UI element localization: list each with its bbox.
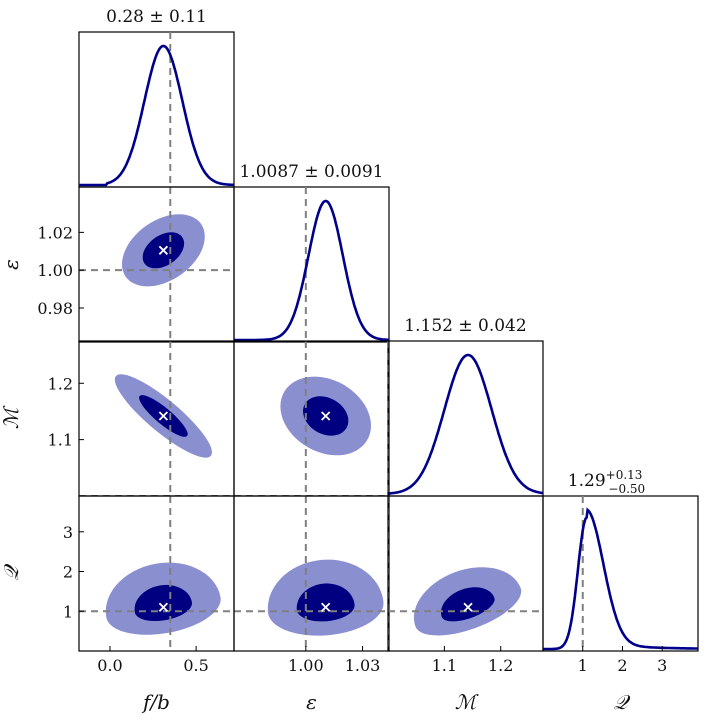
- panel-frame: [387, 340, 544, 497]
- y-tick-label: 1.1: [48, 431, 73, 450]
- y-tick-label: 1.02: [37, 223, 73, 242]
- x-tick-label: 3: [657, 656, 667, 675]
- marginal-panel-3: [387, 340, 544, 497]
- density-curve: [388, 353, 544, 495]
- joint-panel-4-1: [78, 495, 235, 652]
- panel-title-2: 1.0087 ± 0.0091: [239, 162, 383, 182]
- panel-frame: [78, 186, 235, 343]
- y-tick-label: 1.2: [48, 374, 73, 393]
- marginal-panel-2: [233, 186, 390, 343]
- y-axis-label-3: ℳ: [0, 405, 23, 429]
- title-sub: −0.50: [608, 482, 645, 496]
- panel-title-4: 1.29+0.13 −0.50: [568, 468, 645, 496]
- y-tick-label: 1: [63, 602, 73, 621]
- joint-panel-4-3: [387, 495, 544, 652]
- panel-title-3: 1.152 ± 0.042: [404, 316, 526, 336]
- x-tick-label: 1.2: [488, 656, 513, 675]
- panel-title-1: 0.28 ± 0.11: [106, 7, 207, 27]
- x-tick-label: 0.5: [183, 656, 208, 675]
- density-curve: [543, 507, 698, 651]
- joint-panel-contents: [388, 496, 543, 651]
- marginal-panel-1: [78, 31, 235, 188]
- mean-marker: [321, 411, 331, 421]
- joint-panel-contents: [79, 496, 234, 651]
- y-tick-label: 2: [63, 563, 73, 582]
- y-tick-label: 1.00: [37, 261, 73, 280]
- joint-panel-2-1: [78, 186, 235, 343]
- x-tick-label: 1.1: [432, 656, 457, 675]
- x-tick-label: 1.00: [288, 656, 324, 675]
- y-tick-label: 0.98: [37, 299, 73, 318]
- title-main: 1.29: [568, 471, 606, 491]
- x-axis-label-1: f/b: [141, 690, 170, 714]
- joint-panel-3-2: [233, 340, 390, 497]
- mean-marker: [158, 411, 169, 421]
- x-axis-label-2: ε: [306, 690, 317, 714]
- marginal-panel-4: [542, 495, 699, 652]
- joint-panel-contents: [234, 496, 389, 651]
- x-tick-label: 1.03: [345, 656, 381, 675]
- density-curve: [234, 199, 389, 342]
- mean-marker: [463, 602, 473, 612]
- y-tick-label: 3: [63, 523, 73, 542]
- joint-panel-contents: [234, 341, 389, 496]
- x-axis-label-4: 𝒬: [613, 690, 631, 714]
- mean-marker: [158, 602, 169, 612]
- x-tick-label: 1: [578, 656, 588, 675]
- contour-1sigma: [441, 587, 495, 622]
- joint-panel-3-1: [78, 340, 235, 497]
- x-tick-label: 2: [617, 656, 627, 675]
- y-axis-label-4: 𝒬: [0, 563, 23, 581]
- joint-panel-4-2: [233, 495, 390, 652]
- y-axis-label-2: ε: [0, 259, 23, 270]
- title-sup: +0.13: [606, 468, 643, 482]
- density-curve: [79, 44, 235, 187]
- x-tick-label: 0.0: [97, 656, 122, 675]
- joint-panel-contents: [79, 187, 234, 342]
- panel-frame: [387, 495, 544, 652]
- mean-marker: [321, 602, 331, 612]
- mean-marker: [158, 245, 169, 255]
- x-axis-label-3: ℳ: [455, 690, 479, 714]
- joint-panel-contents: [79, 341, 234, 496]
- panel-frame: [233, 186, 390, 343]
